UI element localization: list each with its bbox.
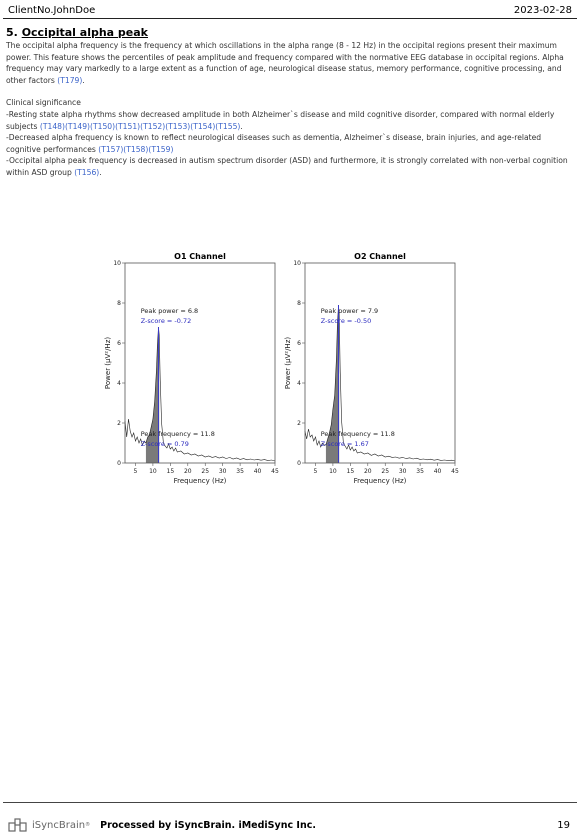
peak-power-zscore: Z-score = -0.50	[321, 317, 372, 325]
reference-link[interactable]: (T157)(T158)(T159)	[98, 144, 174, 154]
x-tick-label: 20	[364, 468, 372, 475]
y-tick-label: 0	[297, 460, 301, 467]
logo-text: iSyncBrain	[32, 819, 86, 831]
paragraph-text: -Decreased alpha frequency is known to r…	[6, 133, 542, 154]
header-divider	[3, 18, 577, 19]
alpha-band-fill	[325, 305, 340, 463]
section-heading: Occipital alpha peak	[21, 26, 148, 39]
intro-paragraph: The occipital alpha frequency is the fre…	[6, 40, 572, 86]
y-tick-label: 10	[113, 260, 121, 267]
x-axis-label: Frequency (Hz)	[354, 477, 407, 485]
section-number: 5.	[6, 26, 18, 39]
x-axis-label: Frequency (Hz)	[174, 477, 227, 485]
spectrum-line	[304, 304, 456, 462]
peak-power-zscore: Z-score = -0.72	[141, 317, 192, 325]
x-tick-label: 10	[149, 468, 157, 475]
x-tick-label: 45	[451, 468, 459, 475]
y-tick-label: 4	[297, 380, 301, 387]
paragraph-text: -Resting state alpha rhythms show decrea…	[6, 110, 555, 131]
plot-frame	[124, 262, 276, 464]
y-axis-label: Power (µV²/Hz)	[104, 337, 112, 389]
o2-chart: O2 Channel 0 2 4 6 8 10 5 10 15 20 25 30 35 40 45 Freque…	[280, 250, 470, 494]
y-tick-label: 2	[117, 420, 121, 427]
peak-frequency-label: Peak frequency = 11.8	[321, 430, 395, 438]
x-tick-label: 35	[236, 468, 244, 475]
page-footer: iSyncBrain ® Processed by iSyncBrain. iMe…	[8, 816, 570, 834]
paragraph-text: .	[82, 75, 85, 85]
y-tick-label: 8	[297, 300, 301, 307]
x-tick-label: 15	[167, 468, 175, 475]
x-tick-label: 20	[184, 468, 192, 475]
peak-frequency-zscore: Z-score = 0.79	[141, 440, 189, 448]
x-tick-label: 45	[271, 468, 279, 475]
peak-power-label: Peak power = 7.9	[321, 307, 379, 315]
x-tick-label: 25	[381, 468, 389, 475]
page-number: 19	[557, 819, 570, 831]
o1-chart-svg: O1 Channel 0 2 4 6 8 10 5 10 15 20 25 30 35 40 45 Freque…	[104, 252, 279, 485]
clinical-significance-list: -Resting state alpha rhythms show decrea…	[6, 109, 572, 178]
paragraph-text: .	[240, 121, 243, 131]
plot-frame	[304, 262, 456, 464]
o2-chart-svg: O2 Channel 0 2 4 6 8 10 5 10 15 20 25 30 35 40 45 Freque…	[284, 252, 459, 485]
y-tick-label: 6	[297, 340, 301, 347]
reference-link[interactable]: (T156)	[74, 167, 100, 177]
significance-item: -Occipital alpha peak frequency is decre…	[6, 155, 572, 178]
page-header: ClientNo.JohnDoe 2023-02-28	[8, 2, 572, 18]
isyncbrain-logo: iSyncBrain ®	[8, 818, 90, 832]
client-id: ClientNo.JohnDoe	[8, 4, 96, 16]
y-tick-label: 4	[117, 380, 121, 387]
peak-frequency-zscore: Z-score = 1.67	[321, 440, 369, 448]
x-tick-label: 10	[329, 468, 337, 475]
alpha-band-fill	[145, 327, 160, 463]
reference-link[interactable]: (T148)(T149)(T150)(T151)(T152)(T153)(T15…	[39, 121, 241, 131]
x-tick-label: 25	[201, 468, 209, 475]
x-tick-label: 5	[314, 468, 318, 475]
x-tick-label: 30	[399, 468, 407, 475]
reference-link[interactable]: (T179)	[57, 75, 83, 85]
chart-title: O1 Channel	[174, 252, 226, 261]
clinical-significance-heading: Clinical significance	[6, 98, 81, 107]
x-tick-label: 40	[434, 468, 442, 475]
x-tick-label: 5	[134, 468, 138, 475]
logo-registered-mark: ®	[85, 822, 91, 828]
spectrum-line	[124, 326, 276, 462]
significance-item: -Resting state alpha rhythms show decrea…	[6, 109, 572, 132]
x-tick-label: 35	[416, 468, 424, 475]
report-date: 2023-02-28	[513, 4, 572, 16]
y-tick-label: 10	[293, 260, 301, 267]
processed-by-text: Processed by iSyncBrain. iMediSync Inc.	[100, 819, 316, 831]
y-tick-label: 8	[117, 300, 121, 307]
section-title: 5. Occipital alpha peak	[6, 26, 148, 39]
chart-title: O2 Channel	[354, 252, 406, 261]
peak-frequency-label: Peak frequency = 11.8	[141, 430, 215, 438]
o1-chart: O1 Channel 0 2 4 6 8 10 5 10 15 20 25 30 35 40 45 Freque…	[100, 250, 290, 494]
paragraph-text: -Occipital alpha peak frequency is decre…	[6, 156, 568, 177]
y-tick-label: 6	[117, 340, 121, 347]
x-tick-label: 15	[347, 468, 355, 475]
footer-divider	[3, 802, 577, 803]
y-tick-label: 2	[297, 420, 301, 427]
y-tick-label: 0	[117, 460, 121, 467]
paragraph-text: The occipital alpha frequency is the fre…	[6, 41, 564, 85]
x-tick-label: 40	[254, 468, 262, 475]
significance-item: -Decreased alpha frequency is known to r…	[6, 132, 572, 155]
x-tick-label: 30	[219, 468, 227, 475]
peak-power-label: Peak power = 6.8	[141, 307, 199, 315]
y-axis-label: Power (µV²/Hz)	[284, 337, 292, 389]
paragraph-text: .	[99, 167, 102, 177]
brain-logo-icon	[8, 818, 27, 832]
